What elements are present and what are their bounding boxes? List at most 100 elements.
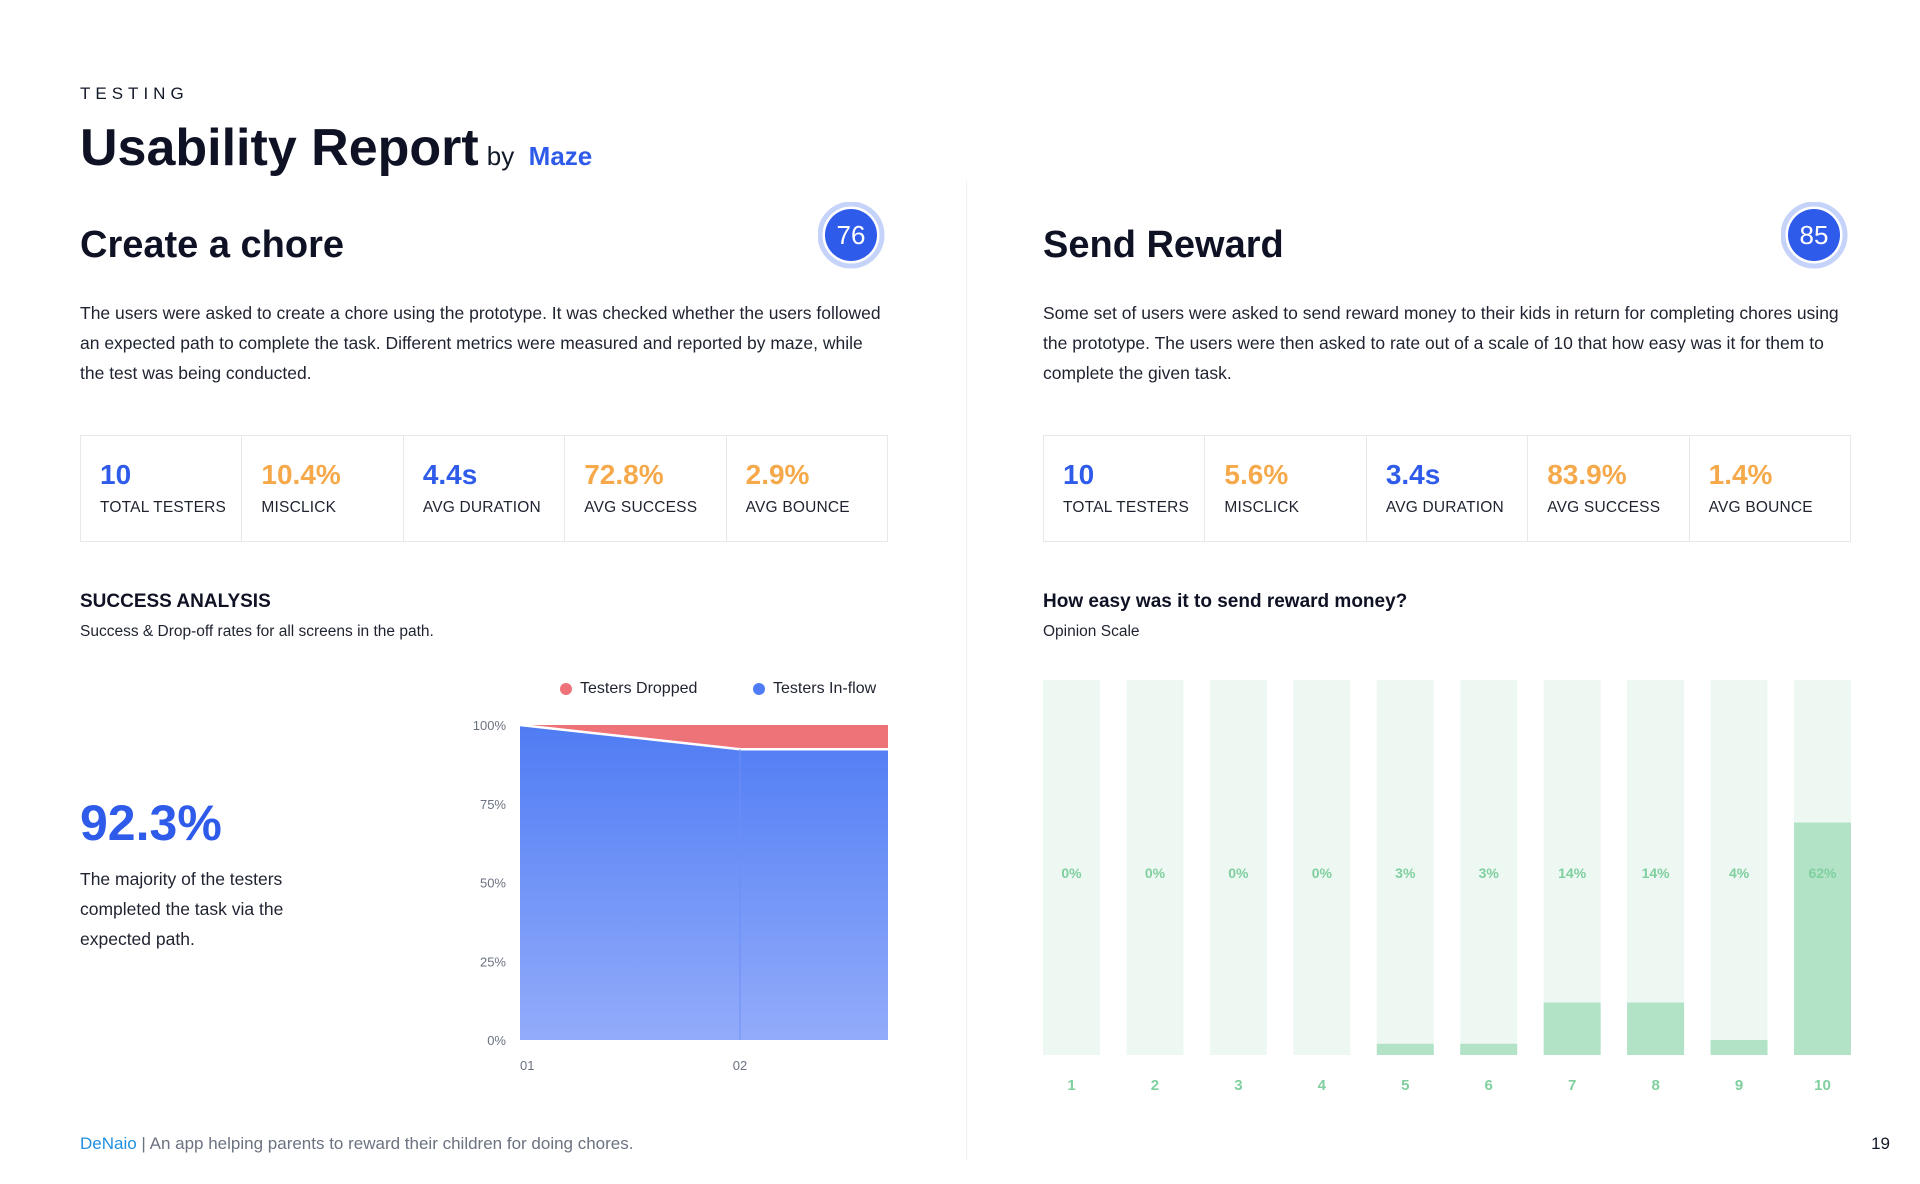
title-text: Usability Report (80, 119, 479, 177)
bar-value-9 (1710, 1040, 1768, 1055)
bar-value-6 (1460, 1043, 1518, 1055)
bar-track (1293, 680, 1351, 1055)
analysis-title: SUCCESS ANALYSIS (80, 591, 271, 612)
y-tick-label: 0% (487, 1033, 506, 1048)
stat-value: 83.9% (1547, 459, 1627, 490)
bar-data-label: 14% (1558, 865, 1587, 881)
stat-avg-bounce: 2.9% AVG BOUNCE (727, 436, 887, 541)
area-testers-dropped (520, 725, 888, 750)
stat-avg-duration: 4.4s AVG DURATION (404, 436, 566, 541)
stat-label: AVG SUCCESS (1547, 499, 1661, 516)
stat-label: TOTAL TESTERS (1063, 499, 1190, 516)
stat-avg-success: 83.9% AVG SUCCESS (1528, 436, 1690, 541)
bar-data-label: 4% (1729, 865, 1750, 881)
bar-data-label: 0% (1061, 865, 1082, 881)
eyebrow-label: TESTING (80, 84, 189, 103)
stat-avg-bounce: 1.4% AVG BOUNCE (1690, 436, 1850, 541)
stat-label: AVG SUCCESS (584, 499, 698, 516)
bar-data-label: 0% (1312, 865, 1333, 881)
stat-value: 72.8% (584, 459, 664, 490)
legend-item-dropped: Testers Dropped (560, 680, 697, 698)
bar-data-label: 0% (1228, 865, 1249, 881)
bar-track (1543, 680, 1601, 1055)
stats-row: 10 TOTAL TESTERS 5.6% MISCLICK 3.4s AVG DUR… (1043, 435, 1851, 542)
page-divider (966, 180, 967, 1160)
footer-tagline: | An app helping parents to reward their… (136, 1134, 634, 1153)
page-title: Usability Report by Maze (80, 118, 592, 178)
bar-track (1710, 680, 1768, 1055)
success-rate-description: The majority of the testers completed th… (80, 869, 284, 949)
bar-value-10 (1794, 822, 1851, 1055)
bar-value-5 (1376, 1043, 1434, 1055)
stats-row: 10 TOTAL TESTERS 10.4% MISCLICK 4.4s AVG DU… (80, 435, 888, 542)
bar-track (1043, 680, 1100, 1055)
opinion-subtitle: Opinion Scale (1043, 623, 1140, 640)
section-description: Some set of users were asked to send rew… (1043, 303, 1839, 383)
bar-value-7 (1543, 1002, 1601, 1055)
legend-dot-icon (753, 683, 765, 695)
footer: DeNaio | An app helping parents to rewar… (80, 1134, 633, 1154)
bar-data-label: 3% (1395, 865, 1416, 881)
section-description: The users were asked to create a chore u… (80, 303, 881, 383)
x-tick-label: 1 (1067, 1077, 1075, 1094)
score-value: 85 (1799, 219, 1829, 250)
stat-label: AVG BOUNCE (745, 499, 850, 516)
stat-avg-duration: 3.4s AVG DURATION (1367, 436, 1529, 541)
stat-value: 10 (100, 459, 132, 490)
bar-track (1209, 680, 1267, 1055)
x-tick-label: 6 (1485, 1077, 1493, 1094)
x-tick-label: 01 (520, 1058, 534, 1073)
right-panel: Send Reward 85 Some set of users were as… (1043, 0, 1851, 1100)
bar-track (1126, 680, 1184, 1055)
y-tick-label: 25% (480, 954, 506, 969)
legend-item-inflow: Testers In-flow (753, 680, 876, 698)
stat-label: AVG DURATION (422, 499, 541, 516)
area-testers-inflow (520, 725, 888, 1040)
opinion-question: How easy was it to send reward money? (1043, 591, 1408, 612)
x-tick-label: 4 (1318, 1077, 1327, 1094)
score-value: 76 (836, 219, 866, 250)
bar-data-label: 0% (1145, 865, 1166, 881)
bar-track (1460, 680, 1518, 1055)
stat-avg-success: 72.8% AVG SUCCESS (565, 436, 727, 541)
section-title-send-reward: Send Reward (1043, 224, 1284, 266)
stat-misclick: 10.4% MISCLICK (242, 436, 404, 541)
footer-brand: DeNaio (80, 1134, 137, 1153)
section-title-create-chore: Create a chore (80, 224, 345, 266)
x-tick-label: 3 (1234, 1077, 1242, 1094)
y-tick-label: 75% (480, 797, 506, 812)
stat-value: 10.4% (261, 459, 341, 490)
analysis-subtitle: Success & Drop-off rates for all screens… (80, 623, 434, 640)
stat-label: TOTAL TESTERS (100, 499, 227, 516)
legend-dot-icon (560, 683, 572, 695)
x-tick-label: 10 (1814, 1077, 1831, 1094)
score-badge: 85 (1781, 202, 1851, 272)
stat-label: AVG BOUNCE (1708, 499, 1813, 516)
opinion-scale-chart: 0% 1 0% 2 0% 3 0% 4 3% 5 3% 6 14% 7 14% 8 4% 9 62% 10 (1043, 680, 1851, 1094)
x-tick-label: 7 (1568, 1077, 1576, 1094)
score-badge: 76 (818, 202, 888, 272)
stat-misclick: 5.6% MISCLICK (1205, 436, 1367, 541)
x-tick-label: 02 (733, 1058, 747, 1073)
legend-label: Testers Dropped (580, 680, 698, 697)
score-ring-icon (1781, 202, 1848, 269)
stat-value: 1.4% (1708, 459, 1773, 490)
y-tick-label: 100% (473, 718, 507, 733)
score-ring-icon (818, 202, 885, 269)
bar-track (1627, 680, 1685, 1055)
stat-value: 4.4s (422, 459, 478, 490)
bar-data-label: 3% (1479, 865, 1500, 881)
stat-value: 10 (1063, 459, 1095, 490)
stat-value: 5.6% (1224, 459, 1289, 490)
stat-value: 2.9% (745, 459, 810, 490)
bar-track (1376, 680, 1434, 1055)
stat-label: MISCLICK (1224, 499, 1300, 516)
legend-label: Testers In-flow (773, 680, 877, 697)
title-by: by (486, 141, 515, 171)
stat-label: MISCLICK (261, 499, 337, 516)
stat-total-testers: 10 TOTAL TESTERS (81, 436, 243, 541)
page-number: 19 (1871, 1134, 1890, 1153)
stat-value: 3.4s (1385, 459, 1441, 490)
x-tick-label: 5 (1401, 1077, 1409, 1094)
x-tick-label: 2 (1151, 1077, 1159, 1094)
